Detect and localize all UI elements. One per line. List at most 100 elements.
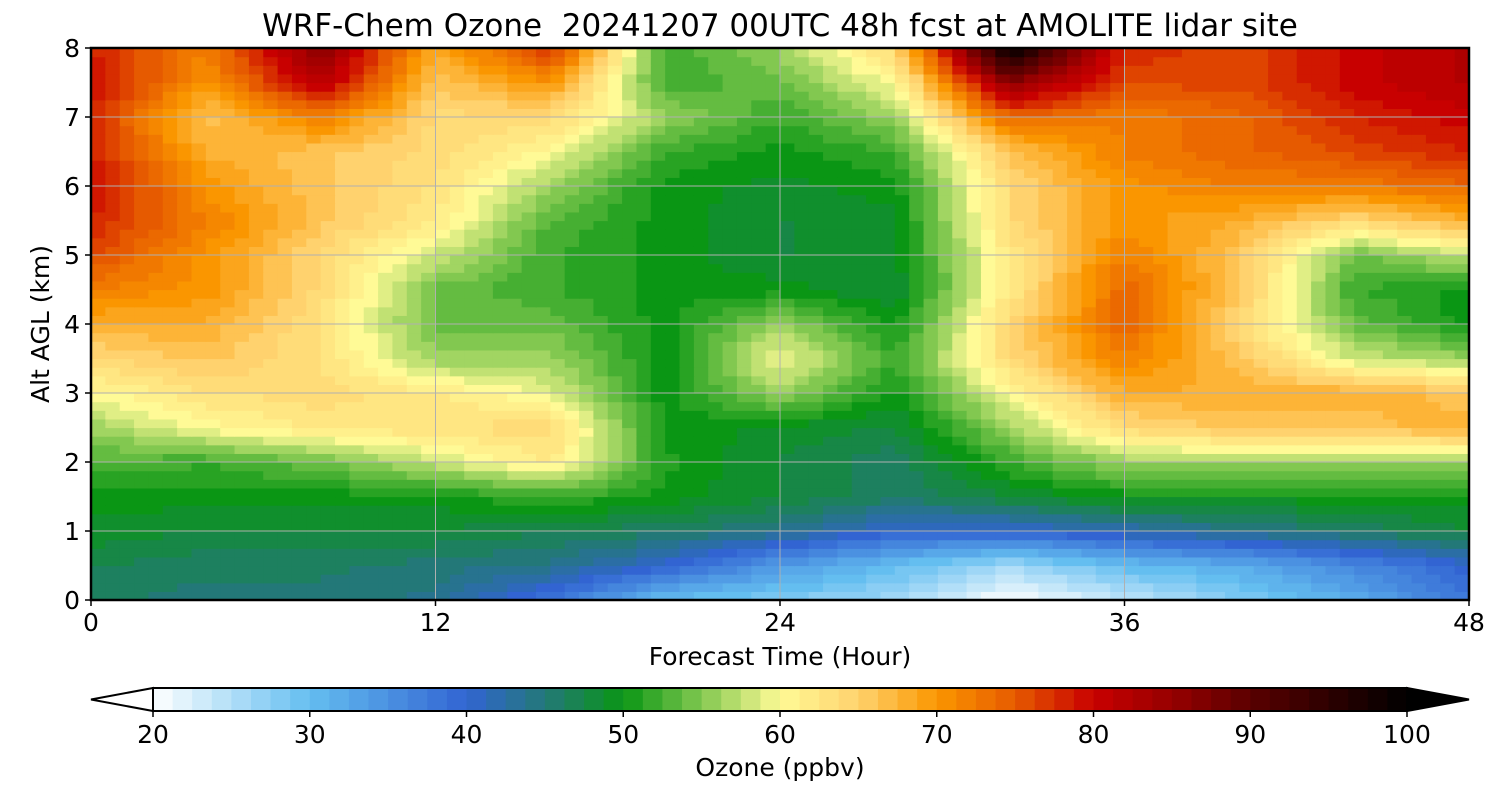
heatmap-cell	[866, 220, 882, 230]
heatmap-cell	[421, 246, 437, 256]
heatmap-cell	[1311, 479, 1327, 489]
heatmap-cell	[162, 272, 178, 282]
heatmap-cell	[794, 211, 810, 222]
heatmap-cell	[148, 418, 164, 429]
heatmap-cell	[234, 349, 250, 360]
heatmap-cell	[1095, 289, 1111, 299]
heatmap-cell	[679, 418, 695, 429]
heatmap-cell	[349, 582, 365, 592]
heatmap-cell	[119, 531, 135, 541]
heatmap-cell	[91, 194, 106, 204]
heatmap-cell	[277, 306, 293, 316]
heatmap-cell	[564, 401, 580, 411]
heatmap-cell	[205, 203, 221, 213]
heatmap-cell	[162, 168, 178, 178]
heatmap-cell	[736, 565, 752, 575]
heatmap-cell	[823, 349, 839, 360]
heatmap-cell	[736, 367, 752, 377]
heatmap-cell	[1181, 513, 1197, 523]
heatmap-cell	[1311, 367, 1327, 377]
heatmap-cell	[693, 462, 709, 472]
heatmap-cell	[449, 298, 465, 308]
heatmap-cell	[148, 160, 164, 170]
heatmap-cell	[1024, 444, 1039, 454]
heatmap-cell	[1052, 298, 1068, 308]
heatmap-cell	[1454, 384, 1469, 394]
heatmap-cell	[1411, 582, 1427, 592]
heatmap-cell	[291, 522, 307, 532]
heatmap-cell	[1325, 401, 1341, 411]
heatmap-cell	[937, 401, 953, 411]
heatmap-cell	[980, 246, 996, 256]
heatmap-cell	[1311, 539, 1327, 549]
heatmap-cell	[1052, 531, 1068, 541]
heatmap-cell	[478, 556, 494, 567]
heatmap-cell	[1124, 220, 1140, 230]
heatmap-cell	[593, 453, 609, 463]
chart-title: WRF-Chem Ozone 20241207 00UTC 48h fcst a…	[262, 8, 1298, 44]
heatmap-cell	[464, 418, 480, 429]
heatmap-cell	[177, 427, 193, 437]
heatmap-cell	[866, 298, 882, 308]
heatmap-cell	[1009, 211, 1025, 222]
heatmap-cell	[277, 298, 293, 308]
heatmap-cell	[650, 522, 666, 532]
heatmap-cell	[1325, 470, 1341, 480]
heatmap-cell	[449, 418, 465, 429]
heatmap-cell	[866, 280, 882, 291]
heatmap-cell	[780, 479, 795, 489]
heatmap-cell	[449, 444, 465, 454]
heatmap-cell	[1368, 591, 1384, 600]
heatmap-cell	[191, 496, 207, 506]
heatmap-cell	[636, 324, 652, 334]
heatmap-cell	[622, 306, 638, 316]
heatmap-cell	[665, 513, 681, 523]
heatmap-cell	[1153, 341, 1169, 351]
heatmap-cell	[851, 375, 867, 385]
heatmap-cell	[751, 582, 767, 592]
heatmap-cell	[406, 531, 422, 541]
heatmap-cell	[650, 358, 666, 368]
heatmap-cell	[851, 298, 867, 308]
heatmap-cell	[435, 505, 451, 515]
heatmap-cell	[751, 505, 767, 515]
heatmap-cell	[291, 487, 307, 498]
heatmap-cell	[1425, 160, 1441, 170]
heatmap-cell	[1110, 306, 1126, 316]
heatmap-cell	[248, 393, 264, 403]
heatmap-cell	[995, 539, 1011, 549]
heatmap-cell	[134, 332, 150, 342]
heatmap-cell	[880, 418, 896, 429]
heatmap-cell	[607, 444, 623, 454]
heatmap-cell	[1268, 522, 1283, 532]
heatmap-cell	[622, 203, 638, 213]
heatmap-cell	[708, 177, 724, 187]
heatmap-cell	[823, 272, 839, 282]
heatmap-cell	[492, 582, 508, 592]
heatmap-cell	[880, 505, 896, 515]
heatmap-cell	[923, 186, 939, 196]
heatmap-cell	[291, 151, 307, 161]
heatmap-cell	[736, 453, 752, 463]
heatmap-cell	[636, 211, 652, 222]
heatmap-cell	[1095, 229, 1111, 239]
heatmap-cell	[1224, 453, 1240, 463]
heatmap-cell	[492, 349, 508, 360]
heatmap-cell	[1024, 410, 1039, 420]
heatmap-cell	[995, 289, 1011, 299]
heatmap-cell	[622, 548, 638, 558]
heatmap-cell	[492, 186, 508, 196]
heatmap-cell	[923, 401, 939, 411]
heatmap-cell	[91, 453, 106, 463]
heatmap-cell	[794, 306, 810, 316]
heatmap-cell	[263, 522, 279, 532]
heatmap-cell	[866, 531, 882, 541]
heatmap-cell	[177, 280, 193, 291]
heatmap-cell	[1153, 496, 1169, 506]
heatmap-cell	[521, 324, 537, 334]
heatmap-cell	[478, 582, 494, 592]
heatmap-cell	[1167, 341, 1183, 351]
heatmap-cell	[1382, 246, 1398, 256]
heatmap-cell	[1253, 280, 1269, 291]
heatmap-cell	[248, 229, 264, 239]
